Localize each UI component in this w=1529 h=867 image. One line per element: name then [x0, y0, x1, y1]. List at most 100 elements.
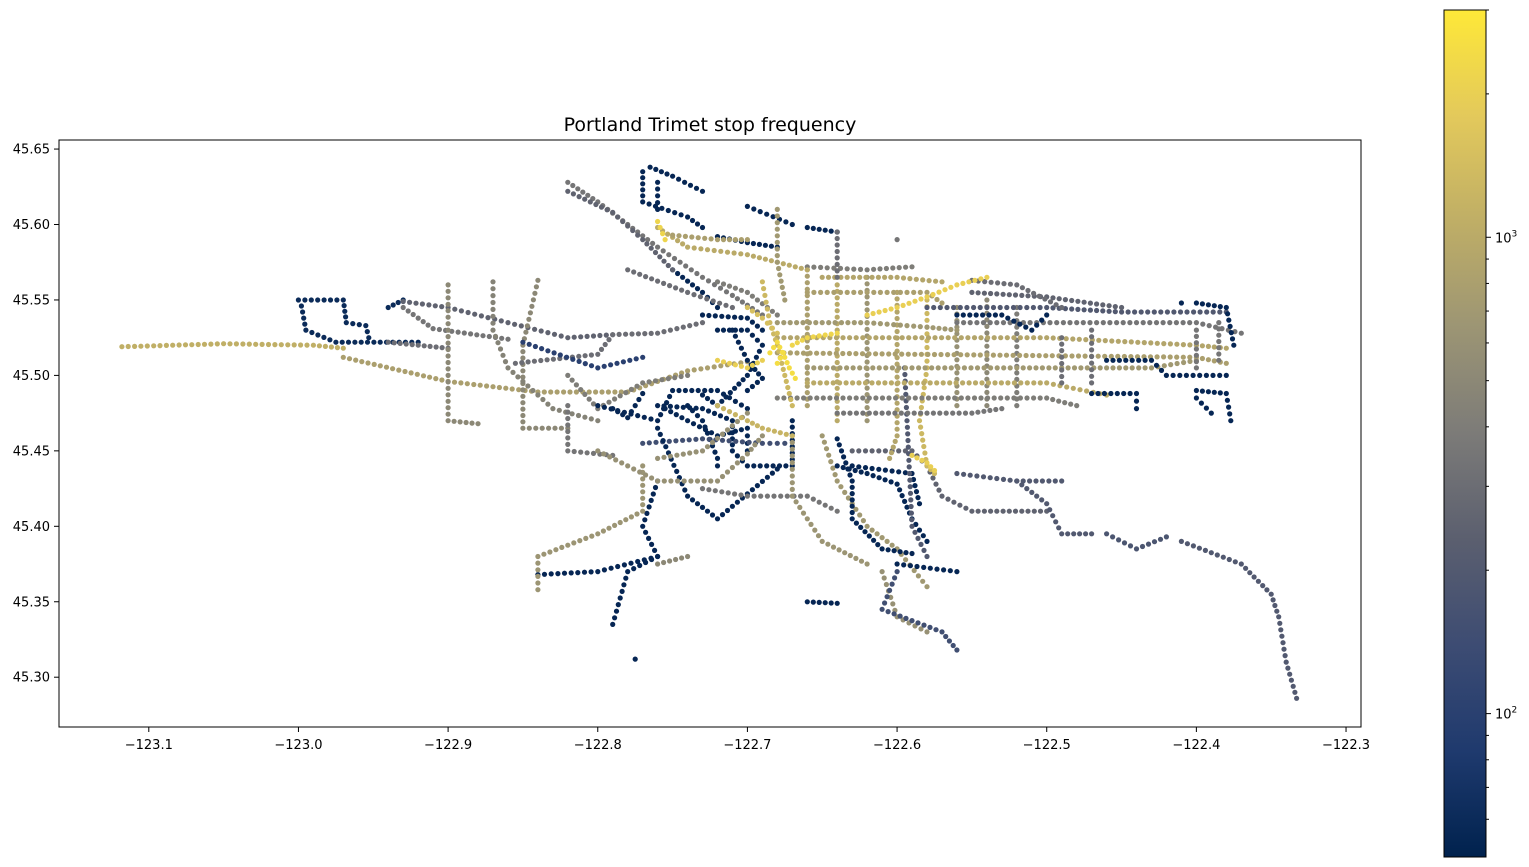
stop-point	[415, 315, 421, 321]
stop-point	[888, 450, 895, 456]
stop-point	[875, 542, 881, 548]
stop-point	[1145, 309, 1151, 315]
stop-point	[856, 380, 862, 386]
stop-point	[887, 587, 893, 594]
stop-point	[759, 425, 766, 431]
stop-point	[873, 335, 879, 341]
stop-point	[1251, 574, 1257, 580]
stop-point	[1133, 546, 1140, 552]
stop-point	[1264, 587, 1270, 593]
stop-point	[1011, 318, 1017, 324]
stop-point	[714, 463, 721, 469]
stop-point	[632, 403, 638, 409]
stop-point	[704, 395, 711, 402]
stop-point	[929, 365, 935, 371]
stop-point	[774, 233, 780, 239]
stop-point	[918, 404, 925, 411]
stop-point	[834, 508, 840, 514]
x-tick-label: −122.5	[1023, 738, 1071, 753]
stop-point	[885, 547, 891, 553]
x-tick-label: −123.1	[125, 738, 173, 753]
stop-point	[723, 415, 730, 421]
stop-point	[1202, 547, 1208, 554]
stop-point	[714, 516, 721, 522]
stop-point	[1153, 362, 1160, 368]
stop-point	[849, 478, 855, 484]
stop-point	[746, 439, 752, 445]
stop-point	[1174, 354, 1180, 360]
stop-point	[985, 395, 991, 401]
stop-point	[756, 348, 763, 354]
stop-point	[814, 395, 820, 401]
stop-point	[931, 351, 938, 358]
stop-point	[625, 267, 631, 273]
stop-point	[667, 327, 674, 333]
stop-point	[157, 343, 163, 349]
stop-point	[1119, 309, 1125, 315]
stop-point	[739, 299, 746, 305]
stop-point	[954, 320, 960, 326]
stop-point	[526, 316, 532, 322]
stop-point	[439, 377, 445, 383]
stop-point	[921, 547, 927, 554]
stop-point	[860, 518, 867, 524]
stop-point	[531, 358, 538, 364]
stop-point	[717, 285, 724, 291]
stop-point	[729, 464, 736, 471]
stop-point	[673, 438, 679, 444]
stop-point	[1046, 365, 1052, 371]
stop-point	[548, 389, 554, 395]
stop-point	[1187, 320, 1193, 326]
stop-point	[816, 499, 822, 505]
stop-point	[610, 209, 616, 215]
stop-point	[655, 478, 661, 484]
stop-point	[857, 266, 864, 272]
stop-point	[845, 320, 851, 326]
stop-point	[965, 395, 971, 401]
stop-point	[877, 289, 884, 295]
stop-point	[519, 360, 525, 366]
stop-point	[285, 342, 291, 348]
stop-point	[756, 241, 763, 247]
stop-point	[909, 550, 915, 557]
stop-point	[756, 371, 762, 377]
stop-point	[969, 289, 975, 295]
stop-point	[905, 410, 911, 416]
stop-point	[1031, 395, 1037, 401]
stop-point	[308, 297, 314, 303]
stop-point	[1197, 372, 1203, 378]
stop-point	[490, 320, 496, 326]
stop-point	[445, 359, 451, 366]
stop-point	[732, 412, 739, 418]
stop-point	[804, 289, 810, 295]
stop-point	[870, 473, 876, 479]
stop-point	[660, 231, 666, 237]
stop-point	[628, 386, 635, 392]
stop-point	[640, 199, 646, 205]
stop-point	[545, 348, 551, 354]
stop-point	[569, 377, 575, 383]
stop-point	[985, 380, 992, 386]
stop-point	[898, 410, 904, 416]
stop-point	[954, 403, 960, 409]
stop-point	[671, 255, 678, 262]
stop-point	[1272, 602, 1278, 609]
stop-point	[679, 287, 685, 293]
stop-point	[699, 274, 706, 280]
stop-point	[954, 357, 960, 363]
stop-point	[666, 438, 672, 444]
stop-point	[1238, 561, 1244, 567]
stop-point	[1084, 365, 1090, 371]
stop-point	[1294, 695, 1300, 701]
stop-point	[1181, 359, 1187, 366]
stop-point	[1063, 336, 1069, 342]
stop-point	[1089, 347, 1095, 353]
stop-point	[403, 341, 409, 347]
stop-point	[984, 370, 990, 376]
stop-point	[1024, 304, 1030, 311]
stop-point	[1059, 360, 1065, 367]
stop-point	[732, 237, 739, 243]
stop-point	[925, 335, 932, 341]
stop-point	[804, 344, 810, 350]
stop-point	[648, 555, 654, 561]
